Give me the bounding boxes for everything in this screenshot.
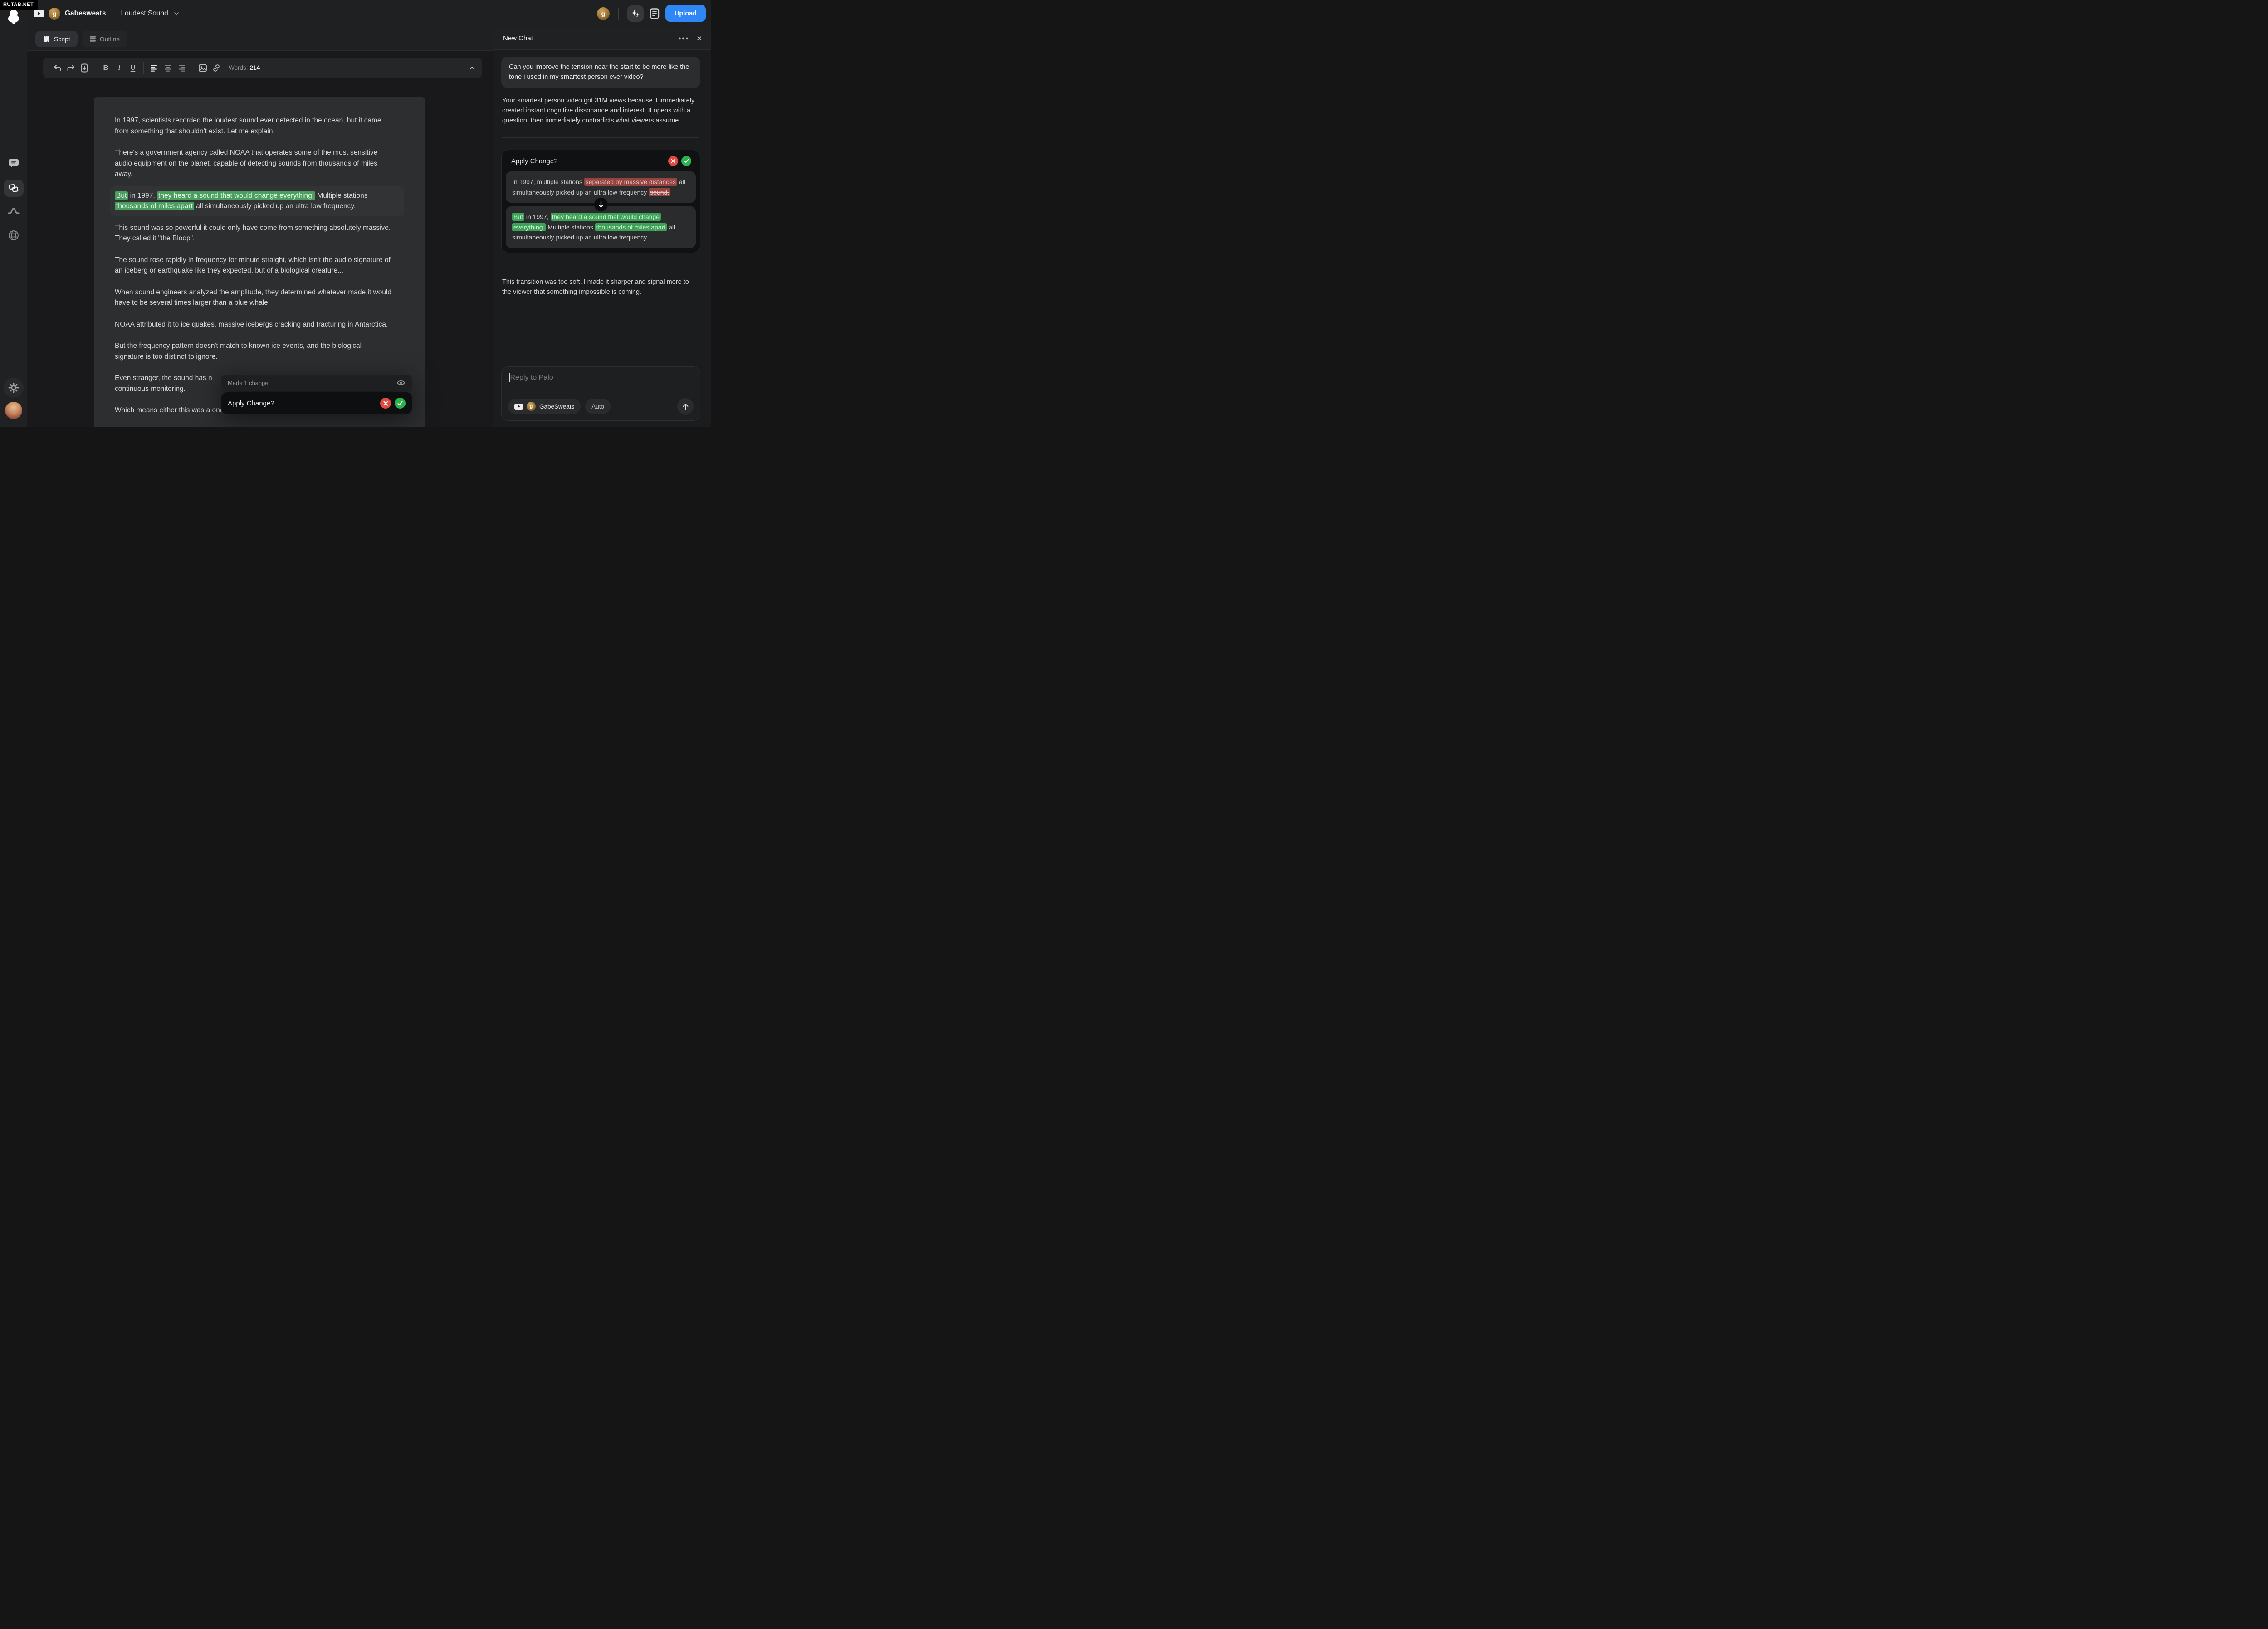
chat-header: New Chat ●●● ✕ — [494, 27, 711, 50]
diff-new-text: But in 1997, they heard a sound that wou… — [506, 206, 696, 248]
align-right-button[interactable] — [175, 61, 188, 75]
app-logo-icon — [6, 5, 21, 24]
user-avatar[interactable] — [5, 402, 22, 419]
align-left-button[interactable] — [147, 61, 161, 75]
collapse-toolbar-button[interactable] — [469, 64, 476, 72]
channel-pill-label: GabeSweats — [539, 403, 575, 410]
chevron-down-icon[interactable] — [173, 10, 180, 17]
sparkles-icon — [631, 10, 639, 17]
settings-button[interactable] — [4, 378, 24, 398]
insert-image-button[interactable] — [196, 61, 210, 75]
accept-change-button[interactable] — [395, 398, 406, 409]
assistant-message: Your smartest person video got 31M views… — [502, 97, 695, 124]
assistant-note: This transition was too soft. I made it … — [502, 278, 689, 296]
channel-name[interactable]: Gabesweats — [65, 9, 106, 17]
mode-pill-label: Auto — [591, 403, 605, 410]
apply-change-card-title: Apply Change? — [511, 157, 558, 165]
chat-title: New Chat — [503, 34, 533, 42]
script-paragraph: But the frequency pattern doesn't match … — [115, 342, 362, 361]
frames-icon — [9, 184, 19, 192]
header-divider-2 — [618, 7, 619, 20]
editor-canvas: B I U — [27, 51, 494, 427]
change-status-bar: Made 1 change — [221, 375, 412, 391]
reply-placeholder: Reply to Palo — [510, 373, 553, 381]
script-paragraph: This sound was so powerful it could only… — [115, 224, 391, 243]
editor-tabs: Script Outline — [27, 27, 494, 51]
script-paragraph: When sound engineers analyzed the amplit… — [115, 288, 392, 307]
arrow-up-icon — [683, 403, 688, 410]
format-toolbar: B I U — [43, 58, 482, 78]
channel-selector-pill[interactable]: g GabeSweats — [508, 399, 581, 414]
outline-icon — [89, 36, 96, 42]
globe-tool-icon[interactable] — [8, 229, 20, 241]
youtube-icon — [514, 403, 523, 410]
channel-avatar-small: g — [527, 402, 536, 411]
chat-messages: Can you improve the tension near the sta… — [494, 50, 711, 297]
text-cursor — [509, 373, 510, 382]
bold-button[interactable]: B — [103, 64, 108, 72]
top-header: g Gabesweats Loudest Sound g Upload — [27, 0, 711, 27]
export-document-button[interactable] — [78, 61, 91, 75]
script-paragraph: But in 1997, they heard a sound that wou… — [115, 190, 392, 212]
gear-icon — [8, 382, 19, 393]
apply-change-bar: Apply Change? — [221, 392, 412, 414]
apply-change-popup: Made 1 change Apply Change? — [221, 375, 412, 414]
frames-tool-button[interactable] — [4, 180, 24, 197]
user-message: Can you improve the tension near the sta… — [501, 57, 700, 88]
change-status-label: Made 1 change — [228, 379, 269, 386]
chat-menu-button[interactable]: ●●● — [678, 35, 689, 41]
script-paragraph: The sound rose rapidly in frequency for … — [115, 256, 391, 275]
ai-sparkles-button[interactable] — [627, 5, 644, 22]
channel-avatar: g — [49, 7, 60, 20]
tab-script[interactable]: Script — [35, 30, 78, 47]
app-sidebar — [0, 0, 27, 427]
apply-change-card: Apply Change? In 1997, multiple stations… — [501, 150, 700, 253]
reply-input[interactable]: Reply to Palo g GabeSweats Auto — [501, 366, 700, 421]
youtube-icon — [34, 10, 44, 17]
word-count: Words: 214 — [229, 64, 260, 71]
reject-change-button[interactable] — [380, 398, 391, 409]
divider — [502, 137, 699, 138]
script-paragraph: Even stranger, the sound has n continuous… — [115, 374, 212, 393]
watermark: RUTAB.NET — [0, 0, 38, 10]
project-title[interactable]: Loudest Sound — [121, 9, 168, 17]
script-paragraph: NOAA attributed it to ice quakes, massiv… — [115, 320, 388, 328]
script-paragraph: There's a government agency called NOAA … — [115, 149, 378, 178]
align-center-button[interactable] — [161, 61, 175, 75]
arrow-down-icon — [594, 198, 608, 211]
script-icon — [43, 35, 49, 42]
tab-script-label: Script — [54, 35, 70, 43]
account-avatar[interactable]: g — [596, 7, 610, 20]
diff-old-text: In 1997, multiple stations separated by … — [506, 171, 696, 203]
send-button[interactable] — [677, 398, 694, 415]
chat-tool-icon[interactable] — [8, 158, 19, 168]
upload-button[interactable]: Upload — [665, 5, 706, 22]
apply-change-label: Apply Change? — [228, 399, 274, 407]
document-icon — [650, 8, 660, 19]
insert-link-button[interactable] — [210, 61, 223, 75]
script-document[interactable]: In 1997, scientists recorded the loudest… — [94, 97, 425, 427]
card-reject-button[interactable] — [668, 156, 678, 166]
preview-eye-button[interactable] — [396, 379, 406, 387]
chat-panel: New Chat ●●● ✕ Can you improve the tensi… — [494, 27, 711, 427]
highlighted-paragraph: But in 1997, they heard a sound that wou… — [110, 186, 404, 216]
tab-outline[interactable]: Outline — [82, 30, 127, 47]
chat-close-button[interactable]: ✕ — [696, 34, 702, 43]
italic-button[interactable]: I — [118, 63, 121, 72]
notes-button[interactable] — [650, 8, 660, 19]
underline-button[interactable]: U — [130, 64, 136, 72]
mode-selector-pill[interactable]: Auto — [585, 399, 611, 414]
tab-outline-label: Outline — [99, 35, 120, 43]
wave-tool-icon[interactable] — [8, 206, 20, 215]
editor-region: Script Outline — [27, 27, 494, 427]
card-accept-button[interactable] — [681, 156, 691, 166]
redo-button[interactable] — [64, 61, 78, 75]
script-paragraph: In 1997, scientists recorded the loudest… — [115, 117, 381, 135]
undo-button[interactable] — [50, 61, 64, 75]
